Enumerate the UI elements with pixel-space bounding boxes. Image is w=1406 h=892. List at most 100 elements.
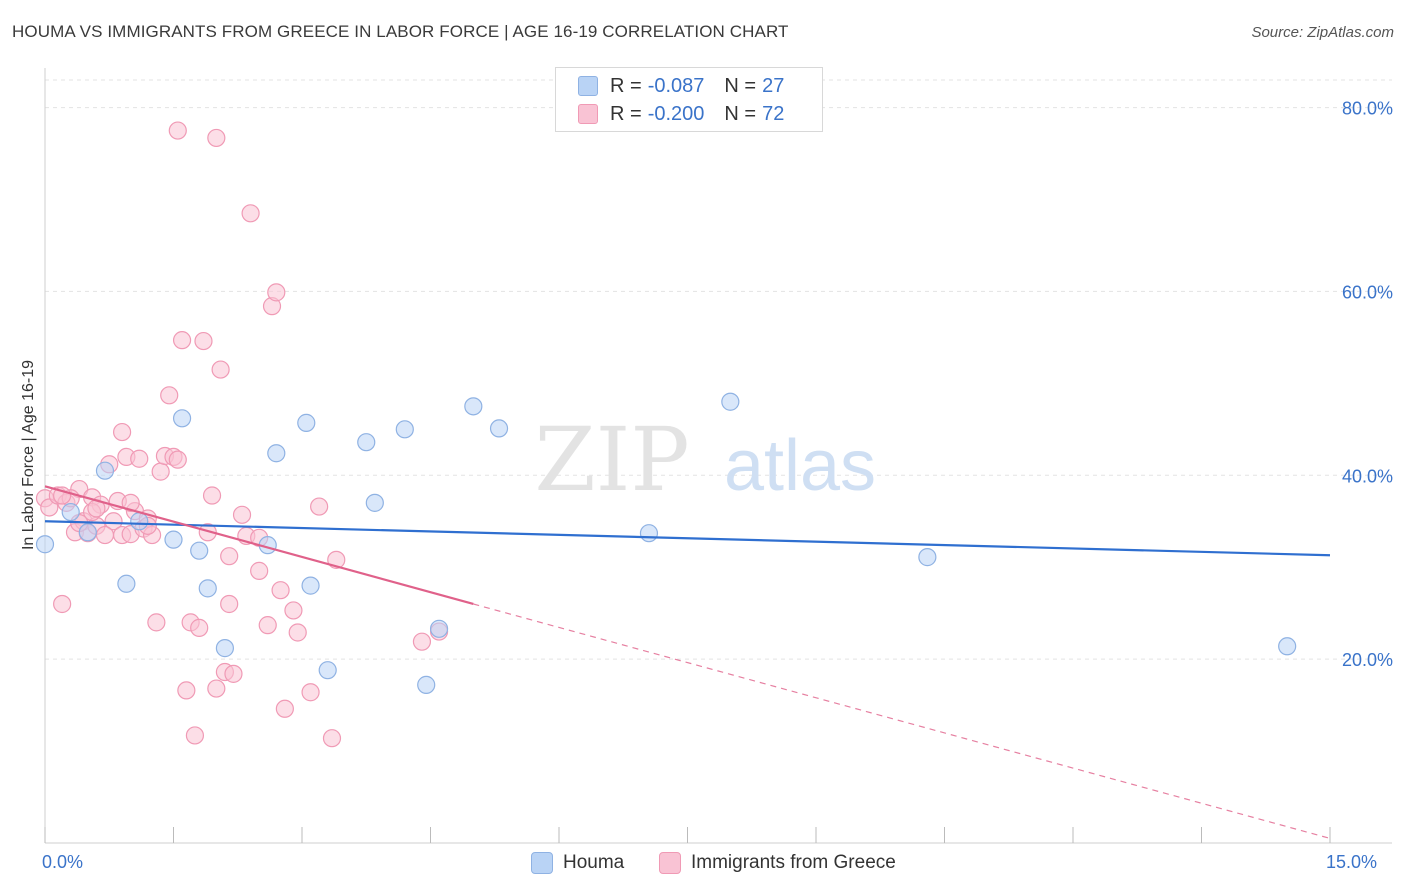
houma-swatch bbox=[531, 852, 553, 874]
data-point bbox=[202, 486, 222, 505]
legend-item-greece: Immigrants from Greece bbox=[659, 852, 896, 874]
data-point bbox=[130, 449, 149, 468]
data-point bbox=[211, 360, 230, 379]
data-point bbox=[395, 420, 414, 439]
data-point bbox=[250, 561, 269, 580]
chart-title: HOUMA VS IMMIGRANTS FROM GREECE IN LABOR… bbox=[12, 22, 789, 41]
greece-swatch bbox=[578, 104, 598, 124]
legend-label: Immigrants from Greece bbox=[691, 852, 896, 873]
data-point bbox=[215, 639, 234, 658]
watermark-zip: ZIP bbox=[534, 408, 689, 511]
grid-lines bbox=[45, 79, 1392, 660]
data-point bbox=[130, 512, 149, 531]
axes bbox=[44, 68, 1392, 844]
data-point bbox=[357, 433, 376, 452]
data-point bbox=[284, 601, 303, 620]
data-point bbox=[164, 530, 183, 549]
series-immigrants-from-greece bbox=[35, 121, 449, 748]
data-point bbox=[194, 331, 213, 351]
data-point bbox=[288, 623, 307, 642]
data-point bbox=[310, 497, 329, 516]
y-tick-labels: 20.0% 40.0% 60.0% 80.0% bbox=[1342, 99, 1393, 671]
data-point bbox=[104, 512, 123, 531]
data-point bbox=[168, 121, 187, 140]
greece-swatch bbox=[659, 852, 681, 874]
data-point bbox=[267, 444, 286, 463]
data-point bbox=[112, 422, 132, 442]
data-point bbox=[190, 541, 209, 560]
watermark: ZIP atlas bbox=[534, 408, 876, 511]
data-point bbox=[151, 462, 170, 481]
r-value: -0.200 bbox=[647, 102, 705, 125]
data-point bbox=[172, 409, 192, 428]
series-houma bbox=[35, 392, 1297, 694]
data-point bbox=[185, 726, 205, 745]
x-tick-label-min: 0.0% bbox=[42, 852, 84, 872]
data-point bbox=[267, 283, 286, 302]
data-point bbox=[489, 419, 509, 438]
data-point bbox=[198, 579, 217, 598]
data-point bbox=[275, 699, 294, 718]
greece-trend-extrapolated bbox=[473, 603, 1331, 839]
data-point bbox=[417, 675, 436, 694]
data-point bbox=[258, 616, 277, 635]
data-point bbox=[121, 493, 140, 512]
data-point bbox=[220, 594, 239, 614]
data-point bbox=[412, 632, 432, 651]
data-point bbox=[168, 450, 187, 469]
data-point bbox=[147, 613, 166, 632]
y-tick-label: 20.0% bbox=[1342, 650, 1393, 670]
data-point bbox=[220, 547, 239, 566]
data-point bbox=[322, 729, 342, 748]
data-point bbox=[297, 413, 316, 432]
n-label: N = bbox=[724, 102, 757, 125]
n-value: 72 bbox=[762, 102, 785, 125]
data-point bbox=[78, 523, 97, 542]
data-point bbox=[318, 661, 337, 680]
data-point bbox=[61, 502, 80, 522]
n-value: 27 bbox=[762, 74, 785, 97]
correlation-legend: R = -0.087 N = 27 R = -0.200 N = 72 bbox=[555, 67, 823, 132]
r-label: R = bbox=[610, 74, 642, 97]
y-tick-label: 60.0% bbox=[1342, 282, 1393, 302]
data-point bbox=[301, 683, 320, 702]
y-tick-label: 80.0% bbox=[1342, 99, 1393, 119]
data-point bbox=[1278, 637, 1297, 656]
data-point bbox=[639, 524, 659, 543]
legend-item-houma: Houma bbox=[531, 852, 624, 874]
data-point bbox=[117, 574, 136, 593]
data-point bbox=[207, 679, 226, 698]
data-point bbox=[365, 493, 384, 512]
data-point bbox=[207, 128, 226, 148]
data-point bbox=[721, 392, 740, 411]
houma-trend-line bbox=[44, 520, 1331, 557]
x-tick-label-max: 15.0% bbox=[1326, 852, 1378, 872]
data-point bbox=[271, 581, 290, 600]
r-label: R = bbox=[610, 102, 642, 125]
data-point bbox=[918, 548, 937, 567]
data-point bbox=[95, 461, 115, 480]
data-point bbox=[241, 204, 260, 223]
data-point bbox=[177, 681, 196, 700]
series-legend: Houma Immigrants from Greece bbox=[0, 852, 1406, 880]
data-point bbox=[190, 618, 209, 637]
legend-row-greece: R = -0.200 N = 72 bbox=[578, 101, 784, 127]
data-point bbox=[224, 664, 243, 683]
watermark-atlas: atlas bbox=[724, 426, 876, 506]
data-point bbox=[53, 594, 72, 614]
legend-row-houma: R = -0.087 N = 27 bbox=[578, 73, 784, 99]
data-point bbox=[160, 386, 179, 405]
n-label: N = bbox=[724, 74, 757, 97]
r-value: -0.087 bbox=[647, 74, 705, 97]
greece-trend-line bbox=[44, 485, 474, 606]
trend-lines bbox=[44, 485, 1331, 839]
data-point bbox=[429, 619, 449, 638]
legend-label: Houma bbox=[563, 852, 625, 873]
data-point bbox=[232, 505, 252, 524]
data-point bbox=[464, 397, 483, 416]
houma-swatch bbox=[578, 76, 598, 96]
data-point bbox=[172, 331, 192, 350]
data-point bbox=[35, 535, 55, 554]
data-point bbox=[301, 576, 320, 595]
